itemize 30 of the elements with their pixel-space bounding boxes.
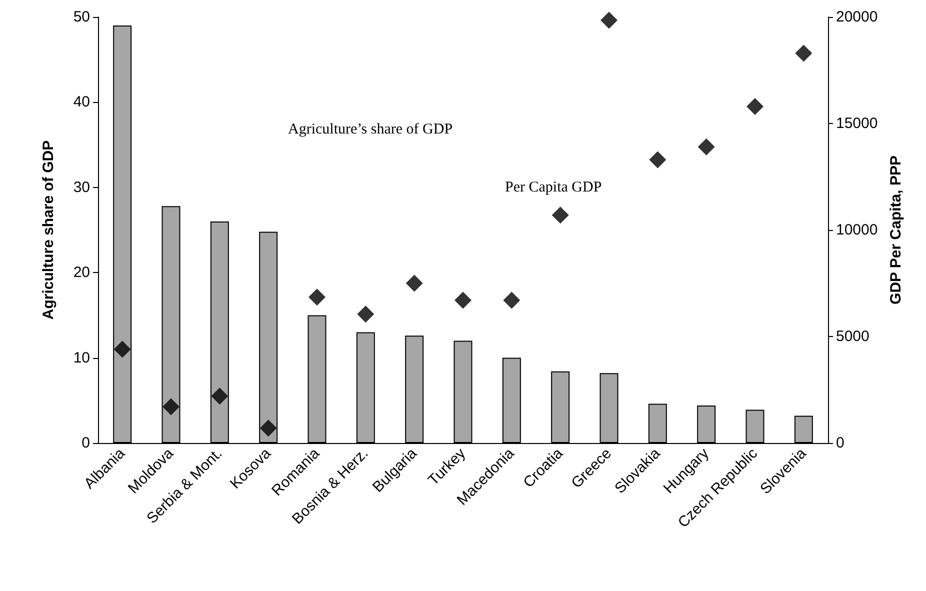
- y2-tick-label: 20000: [836, 8, 878, 26]
- point: [698, 138, 715, 156]
- point: [114, 340, 131, 358]
- y2-tick-label: 5000: [836, 328, 870, 345]
- y-tick-label: 30: [73, 178, 90, 196]
- point: [162, 398, 180, 416]
- y-tick-label: 50: [73, 8, 90, 26]
- point: [503, 292, 520, 309]
- y2-tick-label: 10000: [836, 222, 878, 238]
- y2-tick-label: 15000: [836, 115, 878, 132]
- point: [211, 388, 228, 405]
- point: [308, 288, 326, 306]
- y2-tick-label: 0: [836, 434, 844, 452]
- point: [600, 12, 618, 29]
- y-axis-title: Agriculture share of GDP: [40, 140, 57, 320]
- y-tick-label: 20: [73, 264, 90, 282]
- y-tick-label: 40: [73, 94, 90, 111]
- point: [260, 420, 277, 437]
- annotation: Agriculture’s share of GDP: [288, 122, 453, 138]
- point: [746, 98, 764, 115]
- point: [795, 44, 812, 62]
- point: [406, 274, 423, 292]
- point: [649, 151, 666, 168]
- point: [552, 206, 569, 224]
- y-tick-label: 10: [73, 349, 90, 366]
- point: [454, 292, 472, 309]
- point: [357, 306, 374, 323]
- y2-axis-title: GDP Per Capita, PPP: [888, 156, 905, 304]
- annotation: Per Capita GDP: [505, 180, 602, 196]
- y-tick-label: 0: [82, 434, 90, 452]
